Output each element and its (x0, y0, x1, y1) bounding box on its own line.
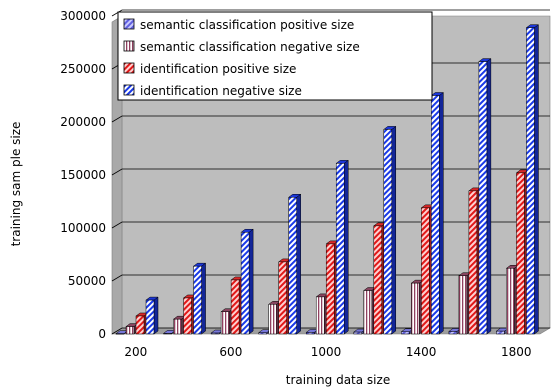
x-tick-label: 1000 (311, 345, 342, 359)
gridline (111, 274, 550, 282)
bar (525, 24, 540, 335)
legend-swatch-2 (123, 62, 135, 74)
y-tick-label: 0 (98, 327, 106, 341)
x-tick-label: 1400 (406, 345, 437, 359)
gridline (111, 221, 550, 229)
bar (287, 193, 302, 335)
legend-entry-1: semantic classification negative size (123, 40, 360, 54)
bars (115, 24, 540, 335)
bar (478, 58, 492, 335)
y-tick-label: 200000 (60, 115, 106, 129)
x-tick-label: 600 (219, 345, 242, 359)
legend: semantic classification positive size se… (117, 11, 433, 101)
gridline (111, 115, 550, 123)
bar (430, 92, 445, 335)
gridline (111, 9, 550, 17)
x-axis-label: training data size (286, 373, 390, 387)
bar (145, 296, 159, 335)
legend-entry-0: semantic classification positive size (123, 18, 354, 32)
bar (383, 125, 397, 335)
x-tick-label: 200 (124, 345, 147, 359)
legend-label-2: identification positive size (140, 62, 296, 76)
legend-entry-3: identification negative size (123, 84, 302, 98)
y-tick-label: 150000 (60, 168, 106, 182)
y-axis-label: training sam ple size (9, 122, 23, 247)
y-tick-label: 100000 (60, 221, 106, 235)
legend-box (117, 11, 433, 101)
gridline (111, 327, 550, 335)
legend-swatch-0 (123, 18, 135, 30)
legend-entry-2: identification positive size (123, 62, 296, 76)
legend-label-3: identification negative size (140, 84, 302, 98)
y-tick-label: 50000 (68, 274, 106, 288)
legend-label-0: semantic classification positive size (140, 18, 354, 32)
legend-swatch-1 (123, 40, 135, 52)
legend-swatch-3 (123, 84, 135, 96)
y-tick-label: 300000 (60, 9, 106, 23)
y-axis-ticks: 0 50000 100000 150000 200000 250000 300000 (60, 9, 106, 341)
bar (335, 159, 349, 335)
bar (192, 262, 207, 335)
gridline (111, 168, 550, 176)
bar (240, 228, 254, 335)
x-axis-ticks: 200 600 1000 1400 1800 (124, 345, 531, 359)
y-tick-label: 250000 (60, 62, 106, 76)
legend-label-1: semantic classification negative size (140, 40, 360, 54)
x-tick-label: 1800 (501, 345, 532, 359)
